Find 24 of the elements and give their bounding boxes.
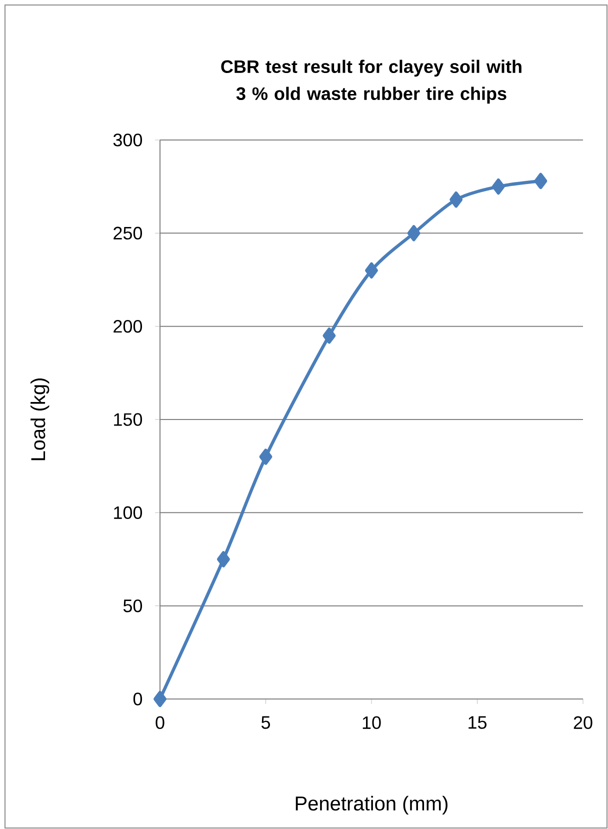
y-tick-label: 200 [114,320,142,333]
x-tick-label: 0 [156,716,164,729]
y-axis-title: Load (kg) [30,378,50,460]
y-tick-label: 0 [133,692,142,706]
y-tick-label: 150 [114,413,142,426]
point [534,172,548,190]
point [407,225,420,242]
chart-title: CBR test result for clayey soil with 3 % old waste rubber tire chips [221,60,522,104]
x-tick-label: 5 [261,716,270,729]
y-tick-label: 300 [113,134,142,146]
point [322,328,336,344]
y-tick-label: 100 [114,506,142,520]
x-tick-label: 20 [574,716,592,729]
point [216,551,230,568]
y-tick-label: 250 [114,226,142,240]
point [154,690,166,708]
x-tick-label: 15 [468,716,487,729]
point [492,178,505,195]
y-tick-label: 50 [123,599,142,612]
point [259,448,272,465]
x-axis-title: Penetration (mm) [296,796,448,815]
point [450,192,463,208]
x-tick-label: 10 [362,716,381,729]
point [365,262,378,279]
